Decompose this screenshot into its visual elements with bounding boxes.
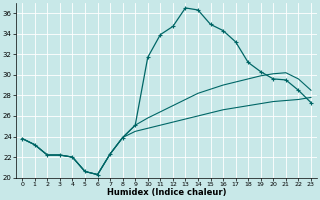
X-axis label: Humidex (Indice chaleur): Humidex (Indice chaleur) bbox=[107, 188, 226, 197]
